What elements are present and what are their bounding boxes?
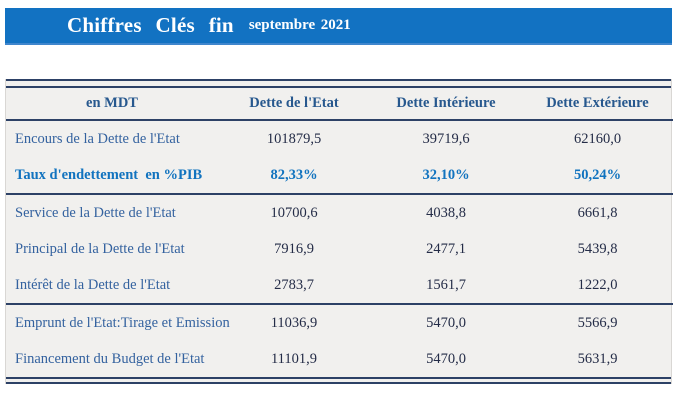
column-header: Dette Intérieure xyxy=(370,88,522,121)
table-row: Financement du Budget de l'Etat 11101,9 54… xyxy=(6,341,673,377)
row-value: 5470,0 xyxy=(426,350,466,367)
column-header: en MDT xyxy=(6,88,218,121)
key-figures-table: en MDT Dette de l'Etat Dette Intérieure Det… xyxy=(5,79,673,384)
row-label: Encours de la Dette de l'Etat xyxy=(15,130,180,147)
page-title-period: septembre 2021 xyxy=(248,17,351,33)
row-value: 50,24% xyxy=(522,157,673,195)
row-value: 1222,0 xyxy=(522,267,673,305)
debt-table: en MDT Dette de l'Etat Dette Intérieure Det… xyxy=(6,88,673,377)
bottom-double-rule xyxy=(6,377,671,384)
row-value: 5470,0 xyxy=(426,314,466,331)
table-row: Taux d'endettement en %PIB 82,33% 32,10% 50… xyxy=(6,157,673,195)
row-value: 2783,7 xyxy=(218,267,370,305)
row-label: Principal de la Dette de l'Etat xyxy=(15,240,185,257)
row-label: Taux d'endettement en %PIB xyxy=(6,157,218,195)
row-value: 1561,7 xyxy=(370,267,522,305)
row-label: Service de la Dette de l'Etat xyxy=(15,204,176,221)
column-header: Dette de l'Etat xyxy=(218,88,370,121)
row-value: 62160,0 xyxy=(573,130,622,147)
row-value: 5631,9 xyxy=(577,350,618,367)
table-row: Emprunt de l'Etat:Tirage et Emission 1103… xyxy=(6,304,673,341)
table-row: Service de la Dette de l'Etat 10700,6 4038… xyxy=(6,194,673,231)
page-title: Chiffres Clés fin xyxy=(67,13,234,37)
row-value: 82,33% xyxy=(218,157,370,195)
row-label: Intérêt de la Dette de l'Etat xyxy=(6,267,218,305)
row-value: 6661,8 xyxy=(577,204,618,221)
row-value: 11101,9 xyxy=(270,350,318,367)
row-value: 4038,8 xyxy=(426,204,466,221)
row-value: 5439,8 xyxy=(577,240,618,257)
column-header: Dette Extérieure xyxy=(522,88,673,121)
row-value: 101879,5 xyxy=(266,130,322,147)
title-banner: Chiffres Clés fin septembre 2021 xyxy=(5,8,672,45)
row-value: 11036,9 xyxy=(270,314,318,331)
row-label: Financement du Budget de l'Etat xyxy=(15,350,205,367)
row-value: 5566,9 xyxy=(577,314,618,331)
row-label: Emprunt de l'Etat:Tirage et Emission xyxy=(15,314,230,331)
row-value: 7916,9 xyxy=(274,240,314,257)
row-value: 32,10% xyxy=(370,157,522,195)
row-value: 39719,6 xyxy=(422,130,470,147)
table-row: Intérêt de la Dette de l'Etat 2783,7 1561,… xyxy=(6,267,673,305)
table-header-row: en MDT Dette de l'Etat Dette Intérieure Det… xyxy=(6,88,673,121)
table-row: Principal de la Dette de l'Etat 7916,9 247… xyxy=(6,231,673,267)
row-value: 10700,6 xyxy=(270,204,318,221)
top-double-rule xyxy=(6,79,671,88)
row-value: 2477,1 xyxy=(426,240,466,257)
table-row: Encours de la Dette de l'Etat 101879,5 397… xyxy=(6,120,673,157)
table-body: Encours de la Dette de l'Etat 101879,5 397… xyxy=(6,120,673,377)
